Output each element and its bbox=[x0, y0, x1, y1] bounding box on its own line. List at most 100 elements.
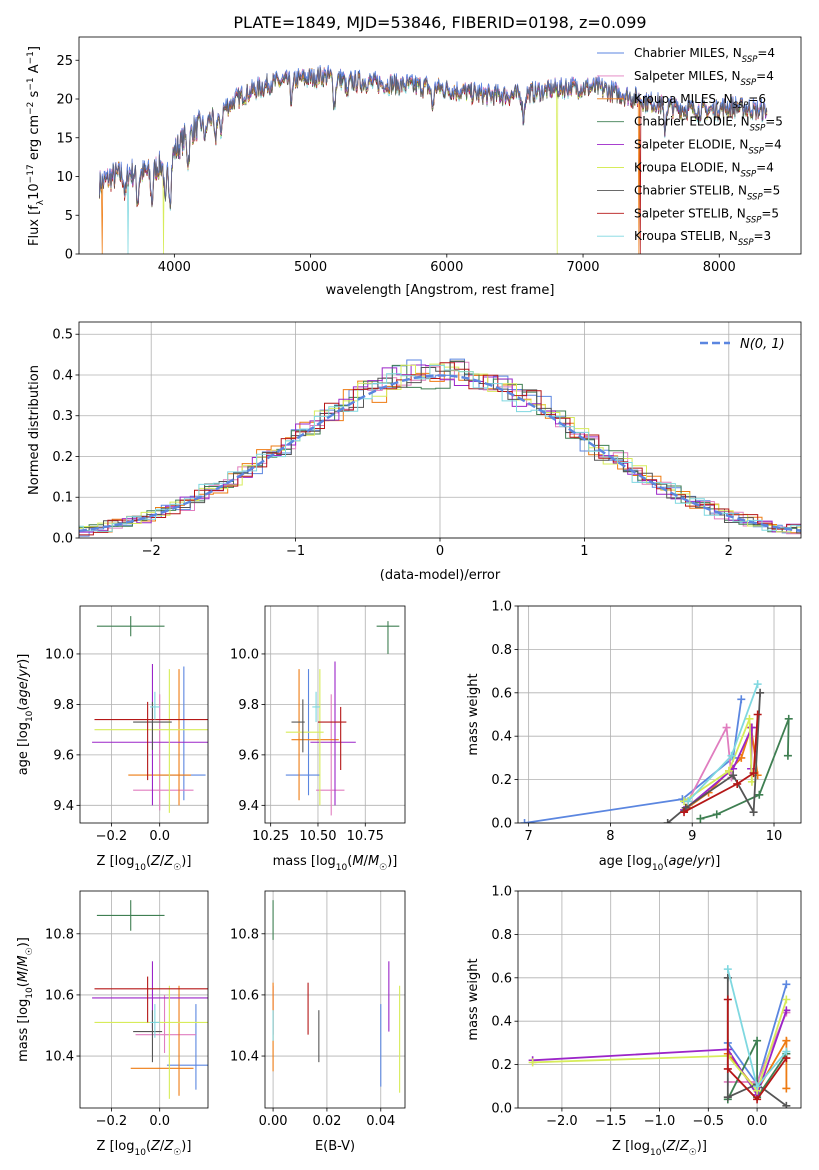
y-axis-label: mass [log10(M/M☉)] bbox=[16, 937, 35, 1062]
y-tick-label: 0.5 bbox=[52, 328, 73, 343]
data-point bbox=[133, 701, 172, 750]
x-tick-label: 10 bbox=[766, 829, 783, 844]
mass_weight_vs_Z-axes: −2.0 −1.5 −1.0 −0.5 0.0 0.0 0.2 0.4 0.6 0.8 1.0 Z [… bbox=[466, 885, 801, 1158]
y-tick-label: 5 bbox=[65, 209, 73, 224]
x-tick-label: 9 bbox=[688, 829, 696, 844]
x-tick-label: 10.50 bbox=[299, 829, 336, 844]
x-tick-label: 2 bbox=[725, 544, 733, 559]
y-tick-label: 0.8 bbox=[491, 928, 512, 943]
x-tick-label: 8000 bbox=[703, 260, 736, 275]
mass_weight_vs_Z-lines bbox=[528, 965, 791, 1108]
weight-marker bbox=[663, 819, 672, 823]
weight-marker bbox=[723, 1064, 732, 1073]
x-tick-label: 0.00 bbox=[259, 1114, 288, 1129]
data-point bbox=[291, 669, 339, 801]
data-point bbox=[133, 694, 194, 811]
weight-marker bbox=[753, 710, 762, 719]
histogram-step bbox=[79, 360, 801, 534]
mass_vs_EBV-axes: 0.00 0.02 0.04 10.4 10.6 10.8 E(B-V) bbox=[230, 891, 405, 1154]
weight-marker bbox=[753, 1082, 762, 1091]
y-tick-label: 0.0 bbox=[491, 817, 512, 832]
weight-marker bbox=[784, 714, 793, 723]
y-tick-label: 1.0 bbox=[491, 885, 512, 900]
y-tick-label: 0.2 bbox=[52, 450, 73, 465]
x-tick-label: 10.25 bbox=[252, 829, 289, 844]
residuals-frame bbox=[78, 321, 802, 539]
y-tick-label: 1.0 bbox=[491, 600, 512, 615]
data-point bbox=[94, 985, 208, 1099]
data-point bbox=[291, 699, 305, 753]
x-tick-label: −2 bbox=[142, 544, 161, 559]
x-tick-label: −0.2 bbox=[96, 829, 128, 844]
y-tick-label: 0.2 bbox=[491, 1058, 512, 1073]
data-point bbox=[310, 661, 356, 806]
y-tick-label: 0.0 bbox=[491, 1102, 512, 1117]
x-axis-label: wavelength [Angstrom, rest frame] bbox=[326, 283, 555, 298]
weight-marker bbox=[712, 810, 721, 819]
y-tick-label: 0.4 bbox=[491, 730, 512, 745]
x-axis-label: Z [log10(Z/Z☉)] bbox=[97, 1139, 192, 1158]
y-tick-label: 0.0 bbox=[52, 532, 73, 547]
x-tick-label: −2.0 bbox=[546, 1114, 578, 1129]
legend-label: Salpeter STELIB, NSSP=5 bbox=[634, 206, 779, 225]
y-axis-label: age [log10(age/yr)] bbox=[16, 654, 35, 776]
y-axis-label: Normed distribution bbox=[27, 365, 42, 495]
weight-line bbox=[683, 714, 759, 813]
data-point bbox=[316, 694, 345, 816]
legend-label: Kroupa STELIB, NSSP=3 bbox=[634, 229, 771, 248]
y-tick-label: 9.8 bbox=[53, 698, 74, 713]
data-point bbox=[96, 900, 165, 931]
histogram-step bbox=[79, 361, 801, 533]
x-tick-label: 1 bbox=[580, 544, 588, 559]
weight-marker bbox=[782, 1084, 791, 1093]
y-tick-label: 9.4 bbox=[238, 799, 259, 814]
weight-marker bbox=[528, 1058, 537, 1067]
data-point bbox=[317, 706, 347, 771]
data-point bbox=[133, 1010, 163, 1063]
y-tick-label: 15 bbox=[56, 131, 73, 146]
age_vs_mass-frame bbox=[264, 605, 406, 824]
weight-marker bbox=[783, 751, 792, 760]
data-point bbox=[159, 666, 206, 801]
weight-marker bbox=[782, 1047, 791, 1056]
weight-line bbox=[667, 692, 761, 823]
y-tick-label: 9.8 bbox=[238, 698, 259, 713]
data-point bbox=[94, 669, 208, 813]
mass_weight_vs_age-lines bbox=[520, 680, 793, 823]
x-tick-label: 7 bbox=[524, 829, 532, 844]
age_vs_mass-points bbox=[285, 621, 400, 816]
x-tick-label: −0.5 bbox=[693, 1114, 725, 1129]
y-tick-label: 0.8 bbox=[491, 643, 512, 658]
y-tick-label: 10.8 bbox=[230, 927, 259, 942]
y-tick-label: 10 bbox=[56, 170, 73, 185]
age_vs_Z-axes: −0.2 0.0 9.4 9.6 9.8 10.0 Z [log10(Z/Z☉)] age [… bbox=[16, 606, 208, 873]
data-point bbox=[94, 976, 208, 1023]
legend-label: Chabrier STELIB, NSSP=5 bbox=[634, 183, 780, 202]
data-point bbox=[128, 669, 192, 806]
spectrum-axes: 4000 5000 6000 7000 8000 0 5 10 15 20 25 wavelength… bbox=[26, 46, 736, 298]
histogram-step bbox=[79, 358, 801, 537]
weight-line bbox=[726, 1040, 788, 1101]
data-point bbox=[150, 691, 160, 720]
weight-line bbox=[532, 999, 788, 1093]
data-point bbox=[312, 691, 320, 723]
y-tick-label: 0.2 bbox=[491, 773, 512, 788]
y-axis-label: mass weight bbox=[466, 958, 481, 1040]
data-point bbox=[96, 616, 165, 637]
x-tick-label: −1.5 bbox=[595, 1114, 627, 1129]
y-tick-label: 9.4 bbox=[53, 799, 74, 814]
y-tick-label: 10.0 bbox=[45, 647, 74, 662]
weight-marker bbox=[756, 688, 765, 697]
weight-marker bbox=[782, 995, 791, 1004]
x-tick-label: 8 bbox=[606, 829, 614, 844]
legend-label: Salpeter MILES, NSSP=4 bbox=[634, 69, 774, 88]
spectrum-legend: Chabrier MILES, NSSP=4 Salpeter MILES, NS… bbox=[597, 46, 783, 248]
mass_vs_Z-frame bbox=[79, 890, 209, 1109]
y-tick-label: 0.3 bbox=[52, 409, 73, 424]
x-tick-label: 0.0 bbox=[149, 1114, 170, 1129]
legend-label: N(0, 1) bbox=[740, 337, 785, 352]
y-tick-label: 0 bbox=[65, 248, 73, 263]
weight-marker bbox=[725, 766, 734, 775]
x-tick-label: 7000 bbox=[566, 260, 599, 275]
y-tick-label: 20 bbox=[56, 93, 73, 108]
